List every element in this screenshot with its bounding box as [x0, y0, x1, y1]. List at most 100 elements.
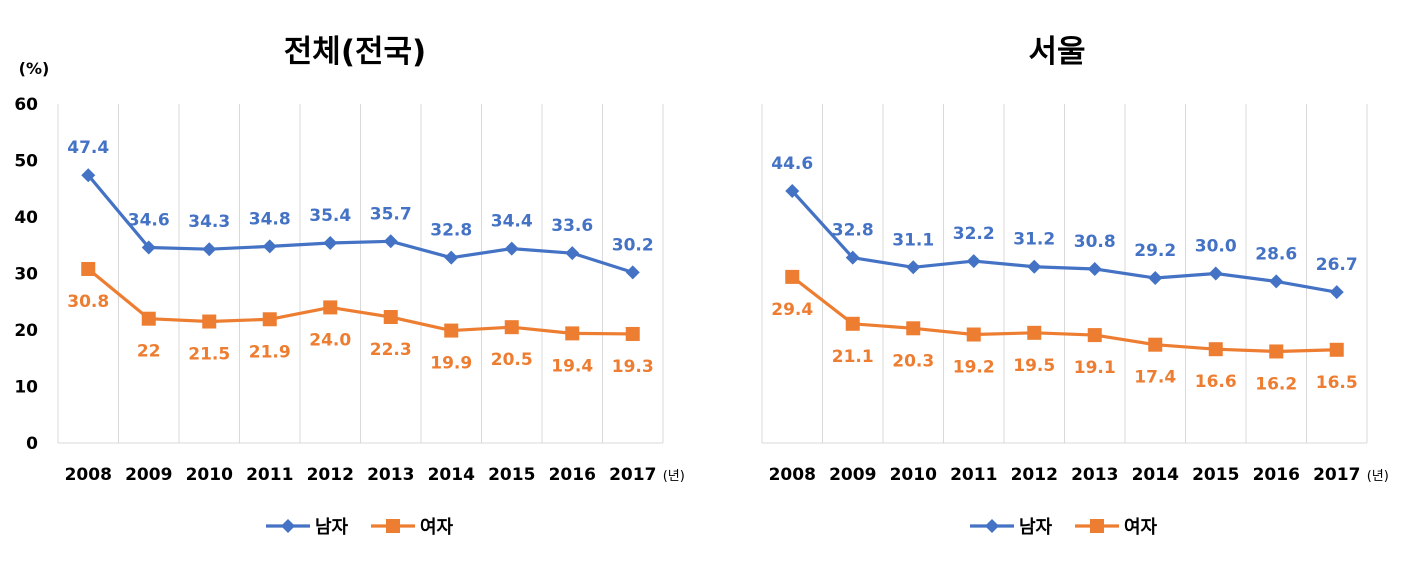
y-tick-label: 40	[14, 208, 38, 228]
data-point-marker	[785, 184, 800, 199]
data-point-marker	[565, 326, 580, 341]
x-tick-label: 2011	[246, 465, 293, 485]
legend: 남자 여자	[266, 517, 454, 538]
data-label: 32.2	[953, 224, 995, 244]
data-point-marker	[1087, 328, 1102, 343]
data-label: 30.2	[612, 235, 654, 255]
data-label: 34.6	[128, 211, 170, 231]
x-tick-label: 2017	[609, 465, 656, 485]
x-axis-unit: (년)	[663, 469, 685, 484]
data-point-marker	[504, 241, 519, 256]
data-label: 30.8	[67, 292, 109, 312]
x-tick-label: 2014	[428, 465, 475, 485]
data-label: 19.5	[1013, 356, 1055, 376]
x-tick-label: 2015	[1192, 465, 1239, 485]
data-point-marker	[1208, 266, 1223, 281]
data-point-marker	[262, 239, 277, 254]
data-point-marker	[504, 320, 519, 335]
data-point-marker	[785, 269, 800, 284]
data-point-marker	[81, 261, 96, 276]
data-point-marker	[444, 250, 459, 265]
data-label: 29.4	[771, 300, 813, 320]
data-label: 22	[137, 342, 161, 362]
y-tick-label: 60	[14, 95, 38, 115]
data-point-marker	[81, 168, 96, 183]
series-male: 47.4 34.6 34.3 34.8 35.4 35.7 32.8 34.4 33.6 30.2	[67, 138, 654, 280]
data-label: 29.2	[1134, 241, 1176, 261]
data-point-marker	[202, 242, 217, 257]
x-tick-label: 2010	[890, 465, 937, 485]
data-point-marker	[323, 235, 338, 250]
data-point-marker	[444, 323, 459, 338]
x-tick-label: 2009	[125, 465, 172, 485]
legend-marker	[985, 519, 999, 533]
y-tick-label: 0	[26, 434, 38, 454]
data-label: 35.7	[370, 204, 412, 224]
data-label: 31.2	[1013, 230, 1055, 250]
data-label: 44.6	[771, 154, 813, 174]
data-label: 47.4	[67, 138, 109, 158]
data-point-marker	[1208, 342, 1223, 357]
data-label: 22.3	[370, 340, 412, 360]
data-point-marker	[323, 300, 338, 315]
data-point-marker	[966, 254, 981, 269]
series-line	[791, 275, 1337, 354]
data-point-marker	[1148, 337, 1163, 352]
x-tick-label: 2012	[307, 465, 354, 485]
data-label: 19.3	[612, 357, 654, 377]
data-point-marker	[202, 314, 217, 329]
x-tick-label: 2015	[488, 465, 535, 485]
data-point-marker	[141, 311, 156, 326]
data-point-marker	[1087, 261, 1102, 276]
x-tick-label: 2017	[1313, 465, 1360, 485]
data-label: 19.4	[551, 356, 593, 376]
data-point-marker	[383, 310, 398, 325]
chart-panel-1: 전체(전국) (%) 0 10 20 30 40 50 60 2008 2009 2010 2011 20…	[14, 34, 684, 538]
chart-title: 서울	[1028, 34, 1085, 70]
data-label: 26.7	[1316, 255, 1358, 275]
data-point-marker	[906, 260, 921, 275]
data-label: 16.5	[1316, 373, 1358, 393]
data-point-marker	[625, 326, 640, 341]
data-label: 31.1	[892, 230, 934, 250]
data-point-marker	[966, 327, 981, 342]
data-point-marker	[565, 246, 580, 261]
x-tick-label: 2013	[367, 465, 414, 485]
data-label: 32.8	[430, 221, 472, 241]
legend-label: 여자	[420, 517, 454, 538]
data-label: 28.6	[1255, 244, 1297, 264]
chart-panel-2: 서울 2008 2009 2010 2011 2012 2013 2014 2015 2016 20…	[761, 34, 1389, 538]
x-tick-label: 2016	[1253, 465, 1300, 485]
x-axis-unit: (년)	[1367, 469, 1389, 484]
data-label: 19.2	[953, 358, 995, 378]
x-tick-label: 2008	[769, 465, 816, 485]
data-point-marker	[262, 312, 277, 327]
data-point-marker	[1148, 271, 1163, 286]
data-label: 20.5	[491, 350, 533, 370]
chart-title: 전체(전국)	[284, 34, 426, 70]
data-label: 16.6	[1195, 372, 1237, 392]
data-label: 19.9	[430, 354, 472, 374]
x-tick-label: 2008	[65, 465, 112, 485]
data-point-marker	[625, 265, 640, 280]
data-label: 35.4	[309, 206, 351, 226]
series-male: 44.6 32.8 31.1 32.2 31.2 30.8 29.2 30.0 28.6 26.7	[771, 154, 1358, 300]
data-label: 19.1	[1074, 358, 1116, 378]
data-point-marker	[906, 321, 921, 336]
data-label: 20.3	[892, 351, 934, 371]
legend-label: 남자	[1019, 517, 1053, 538]
y-tick-label: 20	[14, 321, 38, 341]
data-label: 21.1	[832, 347, 874, 367]
series-line	[87, 267, 633, 336]
y-tick-label: 50	[14, 152, 38, 172]
data-label: 30.8	[1074, 232, 1116, 252]
data-point-marker	[1269, 344, 1284, 359]
data-label: 24.0	[309, 330, 351, 350]
y-tick-label: 30	[14, 265, 38, 285]
y-tick-label: 10	[14, 378, 38, 398]
legend: 남자 여자	[970, 517, 1158, 538]
data-point-marker	[1329, 342, 1344, 357]
series-line	[791, 189, 1338, 294]
